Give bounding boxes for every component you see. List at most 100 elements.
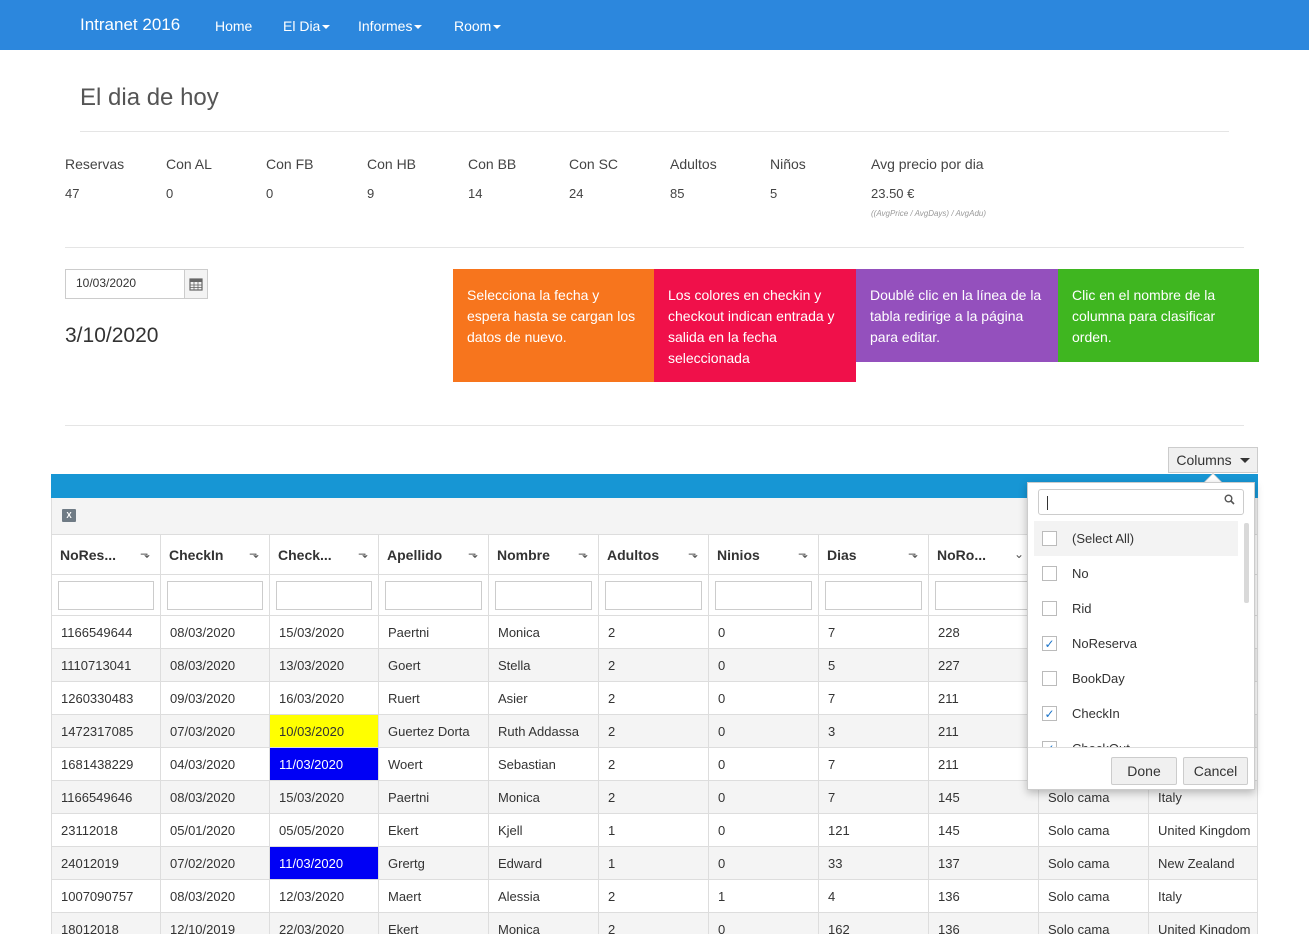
cell-noreserva: 1110713041: [52, 649, 161, 682]
stat-avg-precio: Avg precio por dia 23.50 € ((AvgPrice / Av…: [871, 156, 1071, 218]
column-option[interactable]: BookDay: [1034, 661, 1238, 696]
checkbox-checked-icon[interactable]: ✓: [1042, 741, 1057, 747]
excel-export-icon[interactable]: X: [62, 509, 76, 522]
cell-apellido: Goert: [379, 649, 489, 682]
column-option[interactable]: ✓ NoReserva: [1034, 626, 1238, 661]
checkbox-checked-icon[interactable]: ✓: [1042, 706, 1057, 721]
cell-adultos: 2: [599, 880, 709, 913]
cell-noreserva: 1260330483: [52, 682, 161, 715]
filter-input-checkout[interactable]: [276, 581, 372, 610]
column-option[interactable]: ✓CheckOut: [1034, 731, 1238, 747]
stat-con-sc: Con SC 24: [569, 156, 619, 201]
table-row[interactable]: 1681438229 04/03/2020 11/03/2020 Woert Sebas…: [52, 748, 1257, 781]
column-search-input[interactable]: [1038, 489, 1244, 515]
cell-apellido: Ekert: [379, 814, 489, 847]
filter-cell: [52, 575, 161, 616]
cell-nombre: Ruth Addassa: [489, 715, 599, 748]
cell-nombre: Edward: [489, 847, 599, 880]
filter-input-noroom[interactable]: [935, 581, 1032, 610]
stat-con-fb: Con FB 0: [266, 156, 314, 201]
column-option[interactable]: Rid: [1034, 591, 1238, 626]
cell-adultos: 2: [599, 913, 709, 934]
cell-checkin: 08/03/2020: [161, 616, 270, 649]
filter-input-apellido[interactable]: [385, 581, 482, 610]
cell-dias: 7: [819, 748, 929, 781]
caret-down-icon: [493, 25, 502, 30]
stat-adultos: Adultos 85: [670, 156, 717, 201]
cell-checkin: 07/03/2020: [161, 715, 270, 748]
calendar-button[interactable]: [184, 269, 208, 299]
column-header-noreserva[interactable]: NoRes... ⬎: [52, 534, 161, 575]
cell-checkout: 11/03/2020: [270, 847, 379, 880]
sort-icon: ⬎: [907, 547, 918, 561]
cell-regimen: Solo cama: [1039, 814, 1149, 847]
cell-dias: 4: [819, 880, 929, 913]
filter-input-noreserva[interactable]: [58, 581, 154, 610]
nav-item-el-dia[interactable]: El Dia: [283, 18, 331, 34]
checkbox-checked-icon[interactable]: ✓: [1042, 636, 1057, 651]
cell-checkout: 13/03/2020: [270, 649, 379, 682]
brand-link[interactable]: Intranet 2016: [80, 15, 181, 34]
done-button[interactable]: Done: [1111, 757, 1177, 785]
column-header-ninios[interactable]: Ninios ⬎: [709, 534, 819, 575]
filter-input-nombre[interactable]: [495, 581, 592, 610]
table-row[interactable]: 1007090757 08/03/2020 12/03/2020 Maert Aless…: [52, 880, 1257, 913]
column-header-apellido[interactable]: Apellido ⬎: [379, 534, 489, 575]
cell-adultos: 1: [599, 814, 709, 847]
nav-item-home[interactable]: Home: [215, 18, 253, 34]
cell-apellido: Paertni: [379, 781, 489, 814]
checkbox-icon[interactable]: [1042, 601, 1057, 616]
cell-ninios: 0: [709, 715, 819, 748]
cell-checkout: 12/03/2020: [270, 880, 379, 913]
search-icon: [1224, 494, 1235, 505]
column-header-checkout[interactable]: Check... ⬎: [270, 534, 379, 575]
filter-cell: [489, 575, 599, 616]
cancel-button[interactable]: Cancel: [1183, 757, 1248, 785]
cell-checkin: 07/02/2020: [161, 847, 270, 880]
filter-input-adultos[interactable]: [605, 581, 702, 610]
checkbox-icon[interactable]: [1042, 671, 1057, 686]
info-tile-select-date: Selecciona la fecha y espera hasta se ca…: [453, 269, 654, 382]
cell-dias: 5: [819, 649, 929, 682]
column-option[interactable]: No: [1034, 556, 1238, 591]
cell-checkin: 08/03/2020: [161, 649, 270, 682]
date-input[interactable]: 10/03/2020: [65, 269, 185, 299]
cell-checkin: 05/01/2020: [161, 814, 270, 847]
column-option[interactable]: ✓ CheckIn: [1034, 696, 1238, 731]
cell-noreserva: 1472317085: [52, 715, 161, 748]
checkbox-icon[interactable]: [1042, 566, 1057, 581]
column-header-adultos[interactable]: Adultos ⬎: [599, 534, 709, 575]
filter-cell: [161, 575, 270, 616]
table-row[interactable]: 23112018 05/01/2020 05/05/2020 Ekert Kjell 1 0…: [52, 814, 1257, 847]
cell-noreserva: 18012018: [52, 913, 161, 934]
checkbox-icon[interactable]: [1042, 531, 1057, 546]
table-row[interactable]: 24012019 07/02/2020 11/03/2020 Grertg Edward…: [52, 847, 1257, 880]
table-row[interactable]: 18012018 12/10/2019 22/03/2020 Ekert Monica 2…: [52, 913, 1257, 934]
column-header-noroom[interactable]: NoRo... ⌄: [929, 534, 1039, 575]
column-option-list: (Select All) No Rid ✓ NoReserva BookDay ✓ Check…: [1028, 521, 1254, 747]
nav-item-room[interactable]: Room: [454, 18, 502, 34]
filter-input-ninios[interactable]: [715, 581, 812, 610]
cell-checkin: 09/03/2020: [161, 682, 270, 715]
caret-down-icon: [1239, 457, 1250, 463]
cell-dias: 3: [819, 715, 929, 748]
cell-nombre: Monica: [489, 616, 599, 649]
cell-pais: Italy: [1149, 781, 1257, 814]
cell-checkout: 10/03/2020: [270, 715, 379, 748]
top-navbar: Intranet 2016 Home El Dia Informes Room: [0, 0, 1309, 50]
list-scrollbar[interactable]: [1244, 523, 1249, 603]
nav-item-informes[interactable]: Informes: [358, 18, 423, 34]
cell-dias: 33: [819, 847, 929, 880]
cell-adultos: 1: [599, 847, 709, 880]
cell-apellido: Maert: [379, 880, 489, 913]
column-option[interactable]: (Select All): [1034, 521, 1238, 556]
column-header-dias[interactable]: Dias ⬎: [819, 534, 929, 575]
columns-button[interactable]: Columns: [1168, 447, 1258, 473]
filter-input-dias[interactable]: [825, 581, 922, 610]
column-header-checkin[interactable]: CheckIn ⬎: [161, 534, 270, 575]
column-header-nombre[interactable]: Nombre ⬎: [489, 534, 599, 575]
filter-input-checkin[interactable]: [167, 581, 263, 610]
caret-down-icon: [414, 25, 423, 30]
sort-icon: ⬎: [357, 547, 368, 561]
cell-checkin: 04/03/2020: [161, 748, 270, 781]
